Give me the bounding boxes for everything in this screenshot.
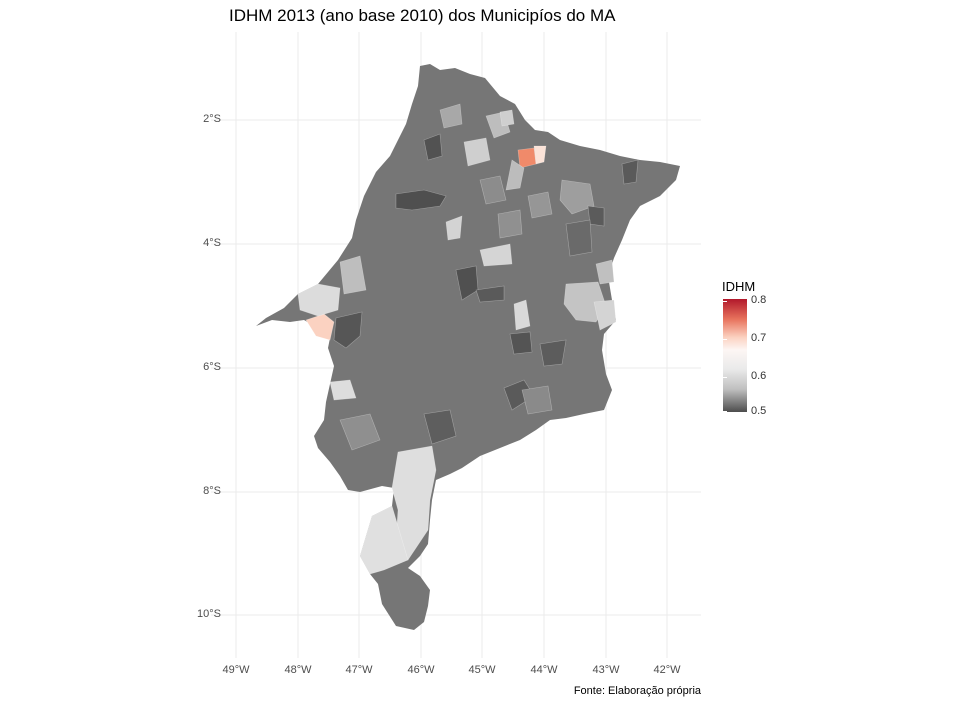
municipality-fills [297,103,639,575]
municipality-timon [593,299,617,331]
x-tick-label: 43°W [592,664,620,676]
municipality-alto-parnaiba [359,505,409,575]
municipality-dark-4 [509,331,533,355]
x-tick-label: 48°W [284,664,312,676]
legend-tick-mark [723,339,727,340]
municipality-bacabal [479,243,513,267]
x-tick-label: 47°W [345,664,373,676]
y-tick-label: 8°S [203,485,221,497]
legend-tick-mark [723,377,727,378]
legend-tick-label: 0.7 [751,332,767,344]
x-tick-label: 44°W [530,664,558,676]
municipality-mid-4 [339,413,381,451]
source-caption: Fonte: Elaboração própria [573,685,701,697]
municipality-dark-9 [587,205,605,227]
municipality-caxias [563,281,607,323]
legend-tick-label: 0.5 [751,405,767,417]
municipality-dark-5 [539,339,567,367]
municipality-viana [395,189,447,211]
legend-tick-mark [723,301,727,302]
y-tick-label: 4°S [203,237,221,249]
municipality-mid-1 [479,175,507,205]
municipality-balsas [391,445,437,561]
municipality-dark-8 [621,159,639,185]
municipality-acailandia [297,283,341,317]
municipality-itapecuru [505,159,525,191]
municipality-coelho-neto [595,259,615,285]
legend-tick-label: 0.6 [751,370,767,382]
y-tick-label: 6°S [203,361,221,373]
x-tick-label: 46°W [407,664,435,676]
x-tick-label: 49°W [222,664,250,676]
municipality-mid-2 [527,191,553,219]
municipality-dark-3 [475,285,505,303]
municipality-light-2 [499,109,515,127]
municipality-dark-1 [423,133,443,161]
municipality-dark-6 [333,311,363,349]
legend-tick-label: 0.8 [751,294,767,306]
municipality-north-coast-2 [463,137,491,167]
municipality-chapadinha [559,179,595,215]
x-tick-label: 45°W [468,664,496,676]
municipality-mid-3 [497,209,523,239]
y-tick-label: 2°S [203,113,221,125]
legend-colorbar [723,299,747,412]
municipality-sao-jose-ribamar [533,145,547,165]
municipality-north-coast-3 [439,103,463,129]
municipality-mid-6 [565,219,593,257]
municipality-mid-5 [521,385,553,415]
municipality-light-1 [513,299,531,331]
municipality-pedreiras [445,215,463,241]
legend-tick-mark [723,411,727,412]
legend-title: IDHM [722,279,756,294]
municipality-acailandia-north [339,255,367,295]
x-tick-label: 42°W [653,664,681,676]
chart-title: IDHM 2013 (ano base 2010) dos Municipíos… [229,6,616,25]
municipality-dark-7 [423,409,457,445]
municipality-estreito [329,379,357,401]
y-tick-label: 10°S [197,608,221,620]
